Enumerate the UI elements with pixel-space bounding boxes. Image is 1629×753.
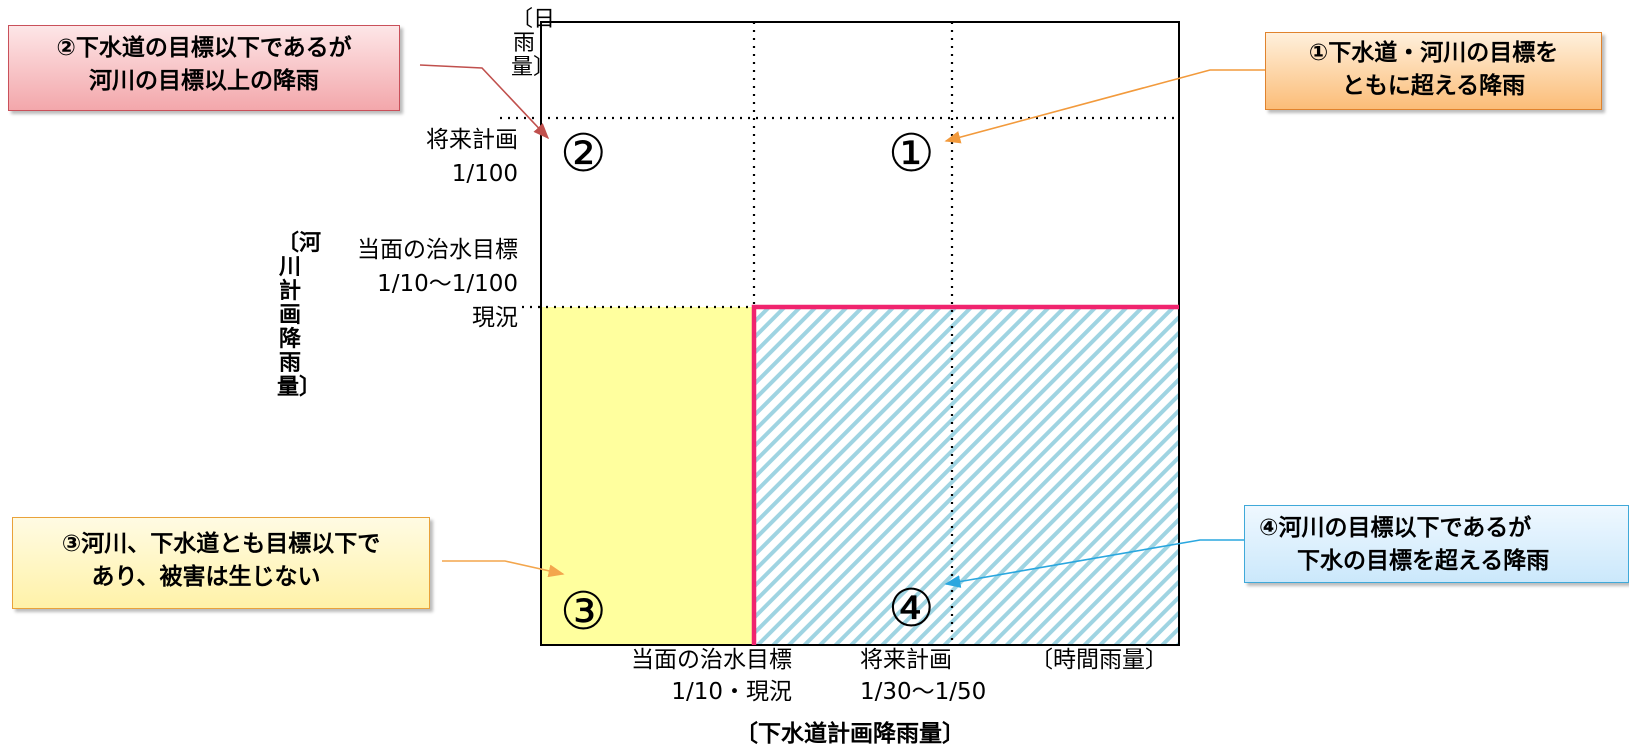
y-tick-current-line1: 当面の治水目標 <box>357 237 518 263</box>
arrow-callout-3 <box>442 560 565 578</box>
y-tick-future-line2: 1/100 <box>451 161 518 187</box>
region-number-2: ② <box>560 124 607 184</box>
plot-frame <box>540 21 1180 646</box>
arrow-callout-2 <box>419 64 550 140</box>
x-tick-future-line1: 将来計画 <box>860 647 952 673</box>
callout-1-line1: ①下水道・河川の目標を <box>1308 40 1559 66</box>
x-axis-unit: 〔時間雨量〕 <box>1030 647 1168 673</box>
arrow-callout-1 <box>944 69 1265 144</box>
callout-2-line1: ②下水道の目標以下であるが <box>56 35 352 61</box>
y-tick-current-line2: 1/10～1/100 <box>377 271 518 297</box>
callout-2-line2: 河川の目標以上の降雨 <box>89 68 319 94</box>
callout-region-1: ①下水道・河川の目標を ともに超える降雨 <box>1265 32 1602 110</box>
y-axis-unit: 〔日雨量〕 <box>511 7 556 80</box>
callout-1-line2: ともに超える降雨 <box>1341 73 1526 99</box>
callout-4-line1: ④河川の目標以下であるが <box>1259 515 1532 541</box>
callout-region-3: ③河川、下水道とも目標以下で あり、被害は生じない <box>12 517 430 609</box>
arrow-callout-4 <box>944 539 1244 588</box>
region-number-1: ① <box>888 124 935 184</box>
region-3-fill <box>541 307 754 645</box>
callout-3-line2: あり、被害は生じない <box>91 564 321 590</box>
callout-4-line2: 下水の目標を超える降雨 <box>1297 548 1550 574</box>
target-boundary-line <box>751 304 1179 645</box>
region-number-3: ③ <box>560 582 607 642</box>
x-tick-future-line2: 1/30～1/50 <box>860 679 987 705</box>
callout-region-4: ④河川の目標以下であるが 下水の目標を超える降雨 <box>1244 505 1629 583</box>
x-tick-current-line2: 1/10・現況 <box>671 679 792 705</box>
region-4-hatch <box>754 307 1179 645</box>
y-axis-label: 〔河川計画降雨量〕 <box>277 231 322 400</box>
x-axis-label: 〔下水道計画降雨量〕 <box>735 721 965 747</box>
x-tick-current-line1: 当面の治水目標 <box>631 647 792 673</box>
region-number-4: ④ <box>888 579 935 639</box>
callout-region-2: ②下水道の目標以下であるが 河川の目標以上の降雨 <box>8 25 400 111</box>
y-tick-current-line3: 現況 <box>472 305 518 331</box>
callout-3-line1: ③河川、下水道とも目標以下で <box>61 531 381 557</box>
y-tick-future-line1: 将来計画 <box>426 127 518 153</box>
